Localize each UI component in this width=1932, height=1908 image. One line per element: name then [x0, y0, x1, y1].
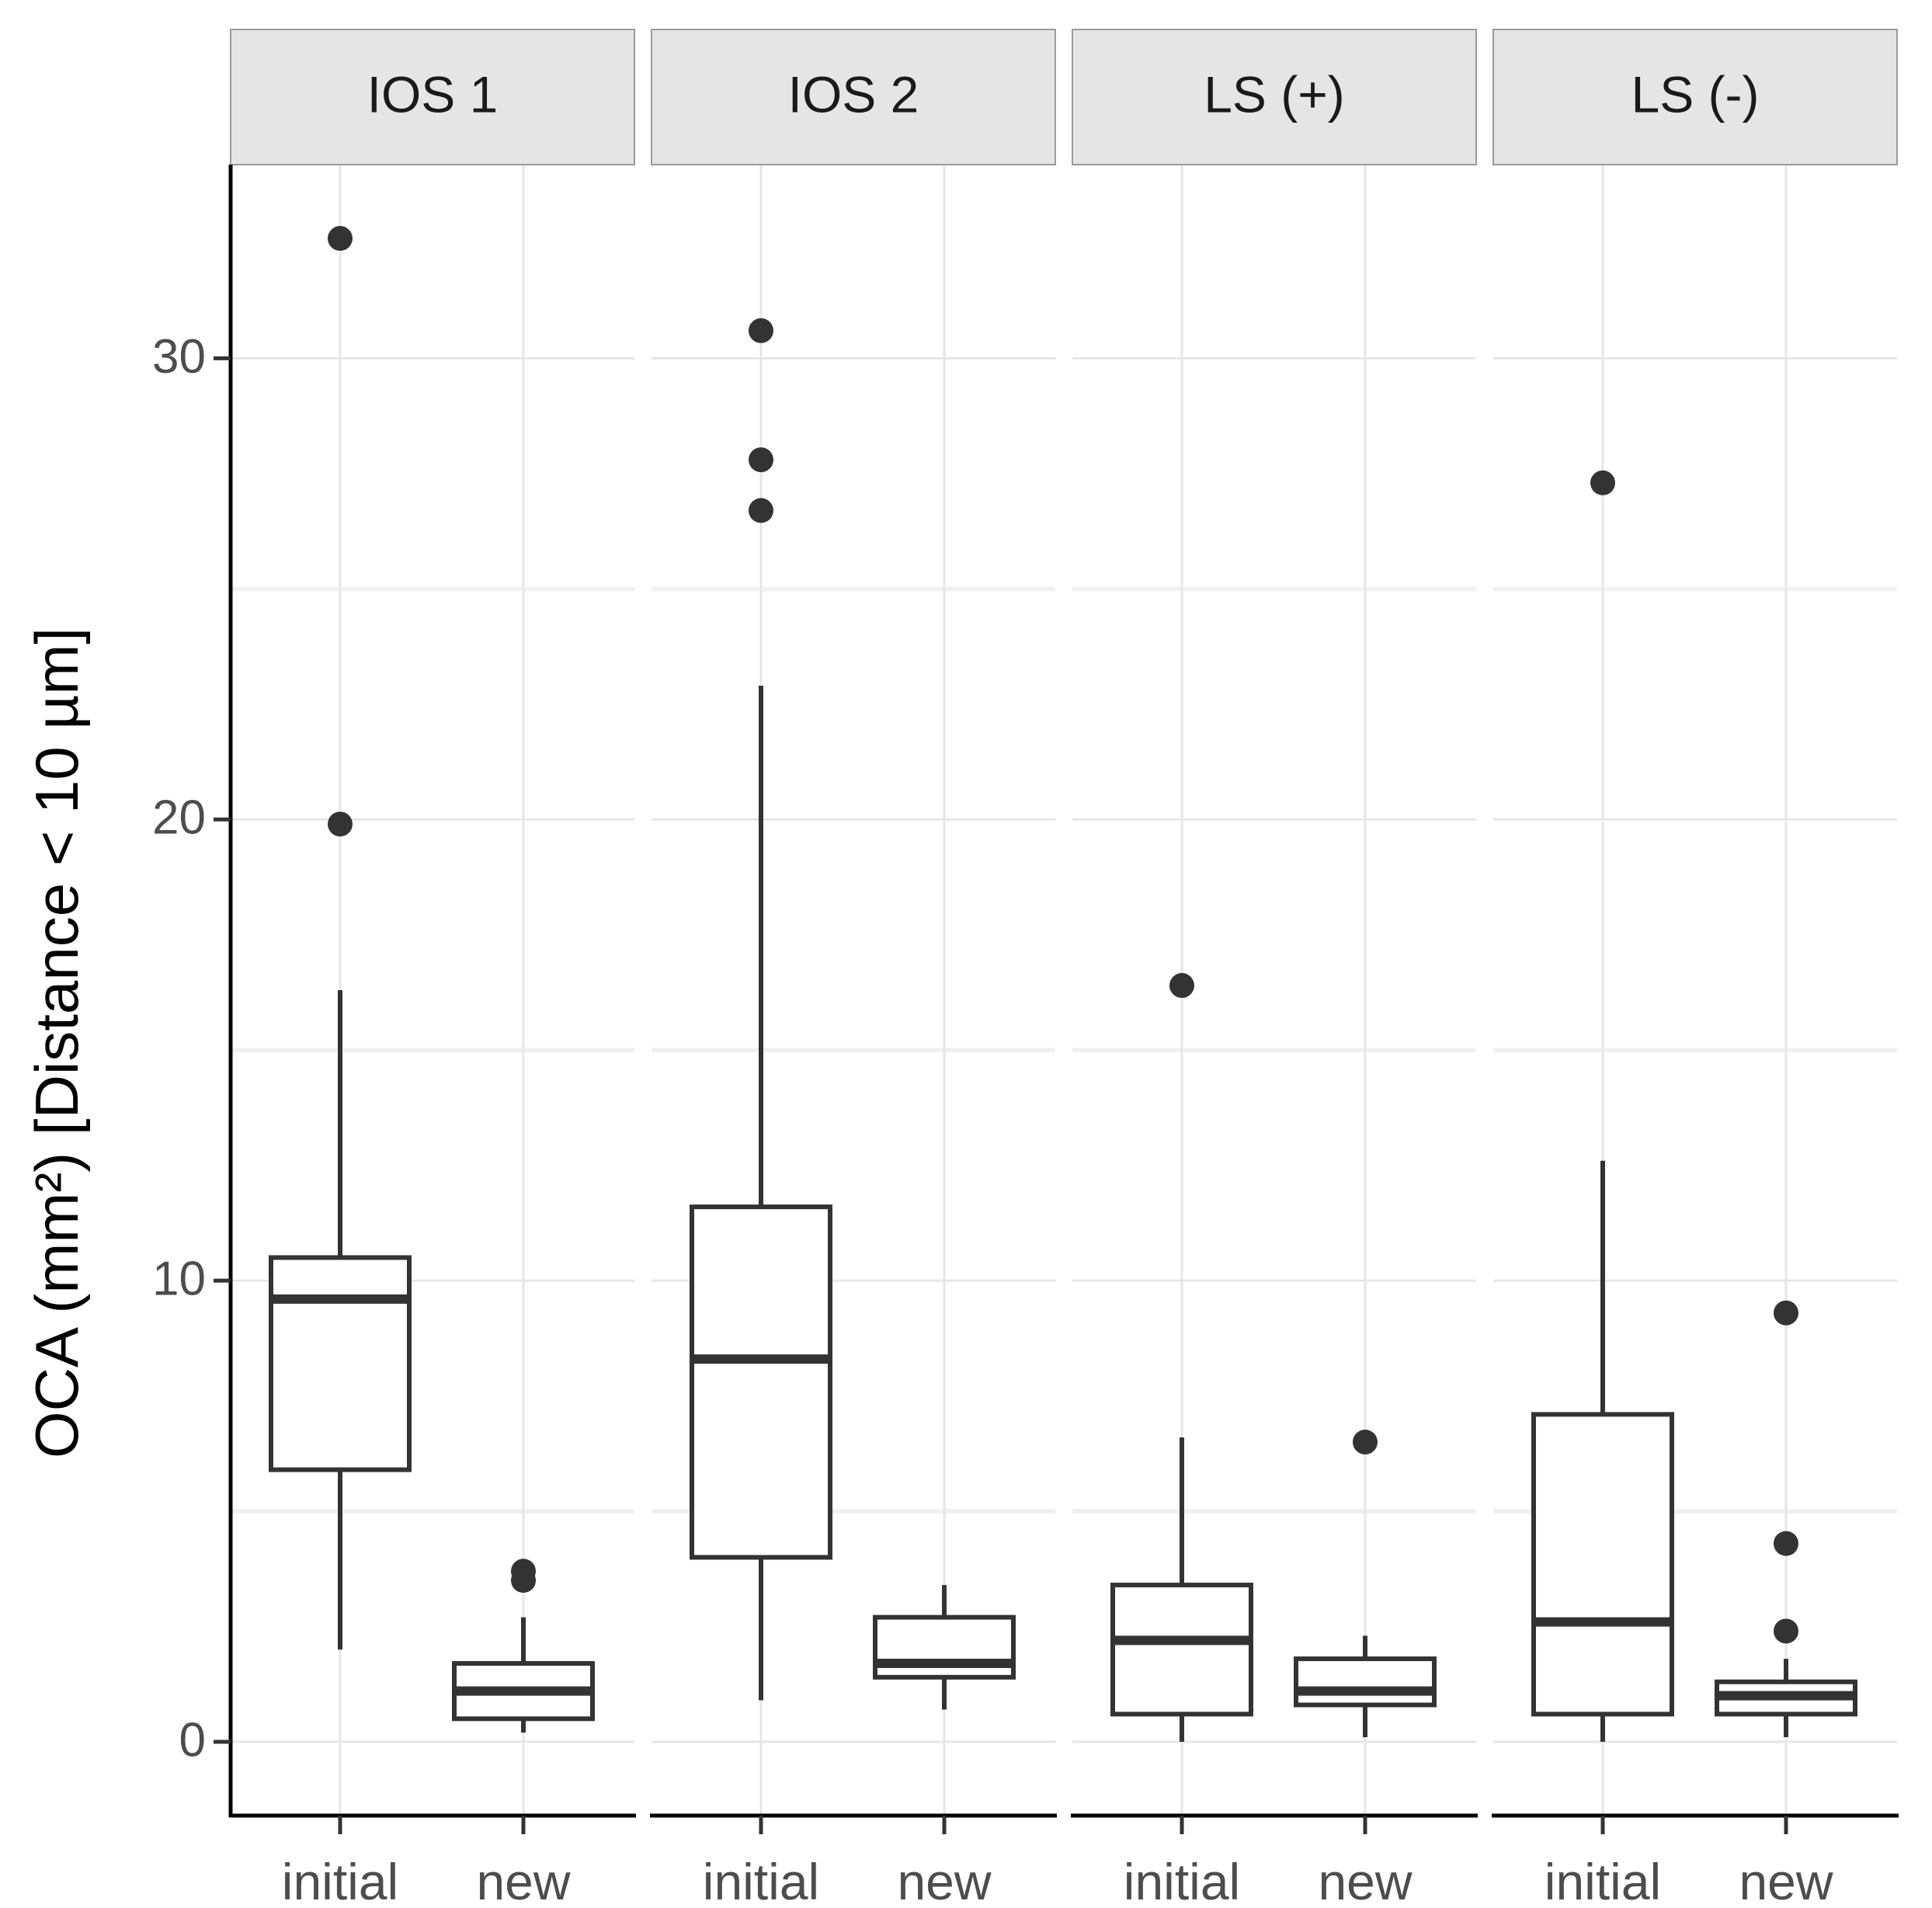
outlier-point-ls-new: [1774, 1300, 1798, 1326]
facet-strip-ios-1: [230, 29, 635, 165]
outlier-point-ios-2-initial: [749, 498, 773, 523]
x-tick-label-ios-2-initial: initial: [703, 1853, 819, 1908]
outlier-point-ls-new: [1774, 1531, 1798, 1556]
facet-strip-ls: [1072, 29, 1477, 165]
facet-strips: IOS 1 IOS 2 LS (+) LS (-): [230, 29, 1898, 165]
facet-label-ios-2: IOS 2: [788, 65, 919, 123]
outlier-point-ios-2-initial: [749, 447, 773, 473]
facet-strip-ios-2: [651, 29, 1056, 165]
box-ios-2-new: [873, 1614, 1016, 1680]
x-tick-label-ls-initial: initial: [1124, 1853, 1240, 1908]
y-tick-label: 10: [152, 1253, 206, 1306]
x-tick-label-ios-2-new: new: [897, 1853, 991, 1908]
facet-label-ls: LS (+): [1204, 65, 1345, 123]
box-ls-initial: [1531, 1412, 1674, 1717]
x-tick-label-ls-new: new: [1318, 1853, 1412, 1908]
y-tick-label: 30: [152, 330, 206, 384]
y-axis-title: OCA (mm²) [Distance < 10 µm]: [23, 627, 91, 1458]
x-tick-label-ls-new: new: [1739, 1853, 1833, 1908]
outlier-point-ls-initial: [1590, 470, 1615, 495]
outlier-point-ios-1-initial: [328, 812, 353, 837]
outlier-point-ios-1-initial: [328, 226, 353, 252]
box-ls-new: [1294, 1656, 1437, 1708]
boxplot-layer: [269, 226, 1857, 1742]
axes: initial new initial new initial new initial new…: [152, 165, 1899, 1908]
facet-label-ls: LS (-): [1631, 65, 1760, 123]
box-ls-initial: [1110, 1583, 1253, 1717]
facet-label-ios-1: IOS 1: [367, 65, 499, 123]
y-tick-label: 20: [152, 791, 206, 845]
x-tick-label-ios-1-initial: initial: [282, 1853, 398, 1908]
box-ios-1-initial: [269, 1255, 412, 1472]
outlier-point-ls-initial: [1169, 973, 1194, 999]
outlier-point-ios-2-initial: [749, 318, 773, 343]
x-tick-label-ls-initial: initial: [1545, 1853, 1661, 1908]
x-tick-label-ios-1-new: new: [476, 1853, 570, 1908]
box-ios-2-initial: [690, 1204, 832, 1560]
facet-strip-ls: [1492, 29, 1898, 165]
outlier-point-ls-new: [1774, 1618, 1798, 1644]
outlier-point-ls-new: [1353, 1429, 1378, 1454]
y-tick-label: 0: [179, 1713, 206, 1767]
outlier-point-ios-1-new: [511, 1568, 536, 1593]
